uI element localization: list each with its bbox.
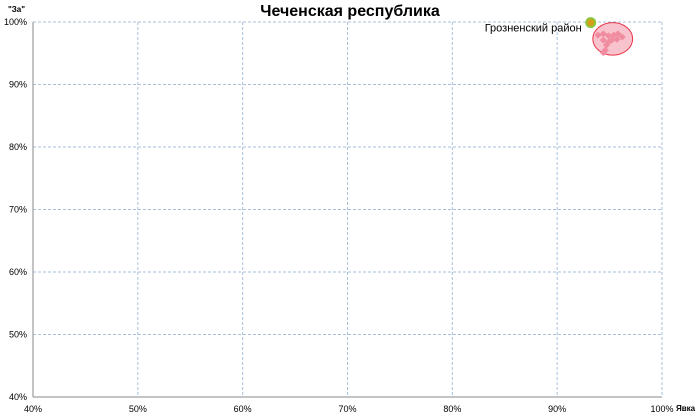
x-tick-label: 70% [338, 404, 356, 414]
y-tick-label: 80% [9, 142, 27, 152]
x-tick-label: 50% [129, 404, 147, 414]
y-tick-label: 60% [9, 267, 27, 277]
data-point [599, 49, 607, 57]
y-tick-label: 90% [9, 80, 27, 90]
data-point [608, 36, 616, 44]
x-tick-label: 100% [650, 404, 673, 414]
y-tick-label: 100% [4, 17, 27, 27]
data-point [613, 35, 621, 44]
data-point [614, 30, 622, 38]
x-tick-label: 60% [234, 404, 252, 414]
x-axis-label: Явка [676, 404, 696, 413]
y-tick-label: 70% [9, 205, 27, 215]
data-point [618, 33, 626, 41]
y-axis-label: "За" [8, 5, 25, 14]
x-tick-label: 80% [443, 404, 461, 414]
data-point [602, 41, 610, 49]
data-point [594, 31, 602, 39]
y-tick-label: 50% [9, 330, 27, 340]
x-tick-label: 40% [24, 404, 42, 414]
data-point [599, 36, 607, 44]
y-tick-label: 40% [9, 392, 27, 402]
chart-title: Чеченская республика [260, 3, 440, 20]
highlight-label: Грозненский район [485, 23, 582, 35]
highlight-point [585, 17, 597, 29]
data-point [604, 32, 613, 40]
x-tick-label: 90% [548, 404, 566, 414]
data-point [599, 30, 607, 38]
